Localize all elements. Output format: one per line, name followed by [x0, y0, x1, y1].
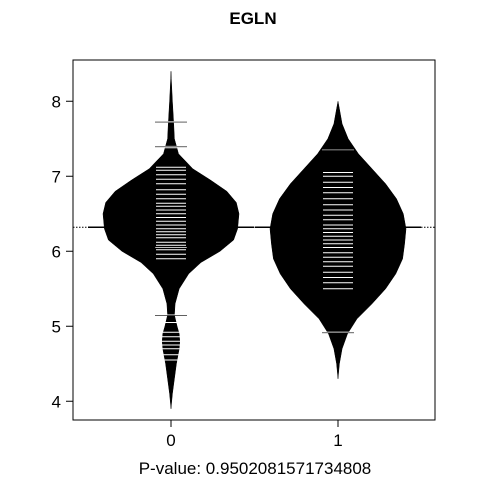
y-tick-label: 4: [52, 392, 61, 411]
plot-frame: [72, 59, 436, 421]
bean-0: [102, 71, 240, 409]
y-tick-label: 5: [52, 317, 61, 336]
x-axis-label: P-value: 0.9502081571734808: [139, 459, 372, 478]
y-tick-label: 6: [52, 242, 61, 261]
y-tick-label: 8: [52, 92, 61, 111]
chart-title: EGLN: [229, 9, 276, 28]
plot-area: 4 5 6 7 8 0 1: [52, 59, 436, 450]
x-tick-label: 1: [333, 431, 342, 450]
x-tick-label: 0: [166, 431, 175, 450]
y-tick-label: 7: [52, 167, 61, 186]
